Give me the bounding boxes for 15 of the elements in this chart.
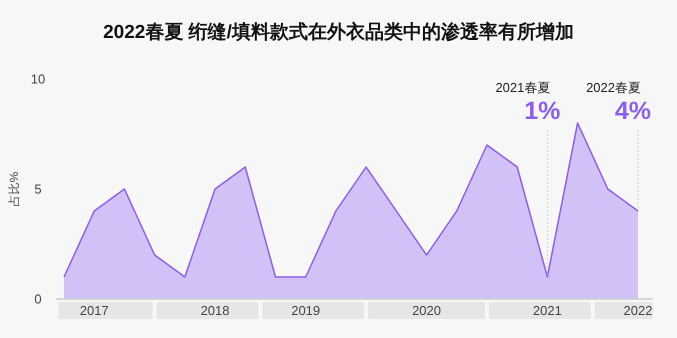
x-tick-label: 2021 [532, 303, 562, 318]
x-tick-label: 2019 [291, 303, 320, 318]
annotation: 2021春夏 [495, 80, 550, 95]
y-tick-label: 5 [34, 182, 42, 196]
x-tick-label: 2018 [200, 303, 230, 318]
y-tick-label: 0 [34, 292, 42, 306]
y-axis-title: 占比% [7, 171, 21, 206]
x-tick-label: 2022 [624, 303, 652, 318]
annotation: 4% [614, 97, 651, 125]
y-tick-label: 10 [30, 72, 46, 86]
annotation: 2022春夏 [586, 80, 641, 95]
x-tick-label: 2017 [80, 303, 109, 318]
chart-title: 2022春夏 绗缝/填料款式在外衣品类中的渗透率有所增加 [103, 21, 574, 43]
x-tick-label: 2020 [412, 303, 441, 318]
annotation: 1% [524, 97, 560, 125]
